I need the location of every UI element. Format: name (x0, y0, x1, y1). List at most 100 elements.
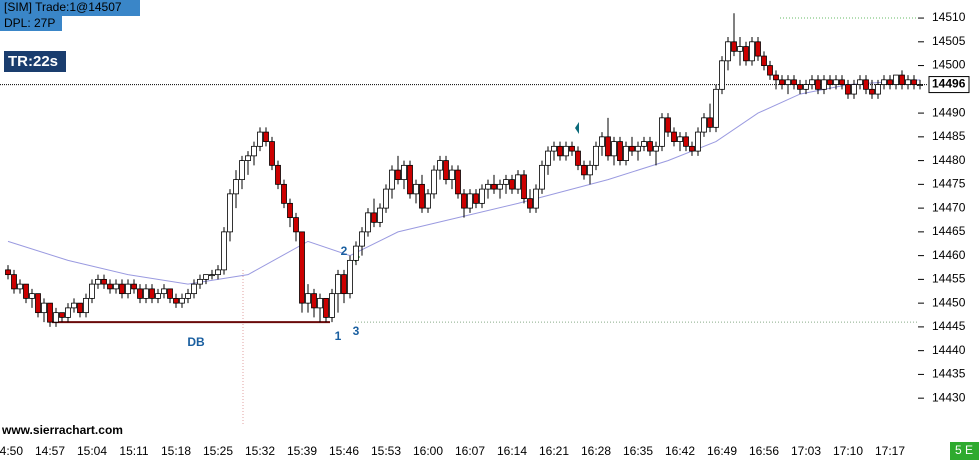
y-tick-label: 14460 (932, 248, 966, 262)
x-tick-label: 15:46 (329, 444, 359, 458)
candle-body (305, 293, 311, 304)
candle-body (731, 41, 737, 52)
candle-body (293, 217, 299, 233)
candle-body (119, 283, 125, 295)
candle-body (329, 293, 335, 318)
candle-body (569, 145, 575, 152)
candle-body (473, 193, 479, 204)
y-tick-label: 14470 (932, 200, 966, 214)
candle-body (521, 174, 527, 200)
candle-body (611, 141, 617, 157)
candle-body (203, 274, 209, 280)
candle-body (905, 79, 911, 85)
y-tick-label: 14475 (932, 177, 966, 191)
candle-body (23, 283, 29, 299)
candle-body (587, 164, 593, 176)
candle-body (113, 283, 119, 290)
candle-body (215, 269, 221, 276)
y-tick-label: 14435 (932, 367, 966, 381)
x-tick-label: 15:32 (245, 444, 275, 458)
x-tick-label: 16:28 (581, 444, 611, 458)
candle-body (251, 145, 257, 157)
candle-body (101, 278, 107, 285)
candle-body (773, 74, 779, 81)
candle-body (467, 193, 473, 209)
y-tick-label: 14505 (932, 34, 966, 48)
candle-body (839, 79, 845, 85)
y-tick-label: 14500 (932, 58, 966, 72)
candle-body (185, 293, 191, 299)
candle-body (35, 293, 41, 314)
candle-body (551, 145, 557, 152)
candle-body (857, 79, 863, 85)
x-tick-label: 15:39 (287, 444, 317, 458)
candle-body (299, 231, 305, 304)
candle-body (425, 193, 431, 209)
candle-body (707, 117, 713, 128)
candle-body (173, 297, 179, 304)
candle-body (533, 188, 539, 209)
candle-body (821, 79, 827, 90)
candle-body (89, 283, 95, 299)
candle-body (875, 84, 881, 95)
dpl-box (0, 16, 62, 31)
y-tick-label: 14490 (932, 105, 966, 119)
candle-body (179, 297, 185, 304)
x-tick-label: 16:21 (539, 444, 569, 458)
candle-body (761, 55, 767, 66)
x-tick-label: 15:18 (161, 444, 191, 458)
candle-body (269, 141, 275, 166)
x-tick-label: 17:10 (833, 444, 863, 458)
candle-body (863, 79, 869, 90)
trade-text: [SIM] Trade:1@14507 (4, 0, 122, 14)
candle-body (515, 174, 521, 190)
candle-body (563, 145, 569, 157)
candle-body (833, 79, 839, 85)
x-tick-label: 16:07 (455, 444, 485, 458)
candle-body (191, 283, 197, 295)
candle-body (725, 41, 731, 62)
candle-body (17, 283, 23, 290)
candle-body (851, 84, 857, 95)
candle-body (29, 293, 35, 299)
candle-body (383, 188, 389, 209)
candle-body (161, 288, 167, 295)
status-text: 5 E (955, 443, 973, 457)
y-tick-label: 14450 (932, 295, 966, 309)
candle-body (815, 79, 821, 90)
candle-body (419, 183, 425, 209)
candle-body (371, 212, 377, 223)
candle-body (911, 79, 917, 85)
candle-body (227, 193, 233, 233)
candle-body (221, 231, 227, 271)
candle-body (767, 65, 773, 76)
candle-body (47, 302, 53, 323)
y-tick-label: 14510 (932, 10, 966, 24)
candle-body (689, 145, 695, 152)
candle-body (281, 183, 287, 204)
candle-body (443, 160, 449, 181)
annotation: 1 (335, 329, 342, 343)
candle-body (779, 79, 785, 85)
watermark: www.sierrachart.com (1, 423, 123, 437)
candle-body (95, 278, 101, 285)
candle-body (797, 84, 803, 90)
candle-body (131, 283, 137, 290)
candle-body (527, 198, 533, 209)
candle-body (659, 117, 665, 147)
trade-box (0, 0, 140, 16)
candle-body (275, 164, 281, 185)
candle-body (557, 145, 563, 157)
candle-body (785, 79, 791, 85)
candle-body (605, 136, 611, 157)
candle-body (263, 131, 269, 142)
annotation: 2 (341, 244, 348, 258)
candle-body (671, 131, 677, 142)
candle-body (869, 88, 875, 95)
candle-body (893, 74, 899, 85)
candle-body (737, 46, 743, 52)
x-tick-label: 15:11 (119, 444, 148, 458)
candle-body (389, 169, 395, 190)
candle-body (311, 293, 317, 309)
